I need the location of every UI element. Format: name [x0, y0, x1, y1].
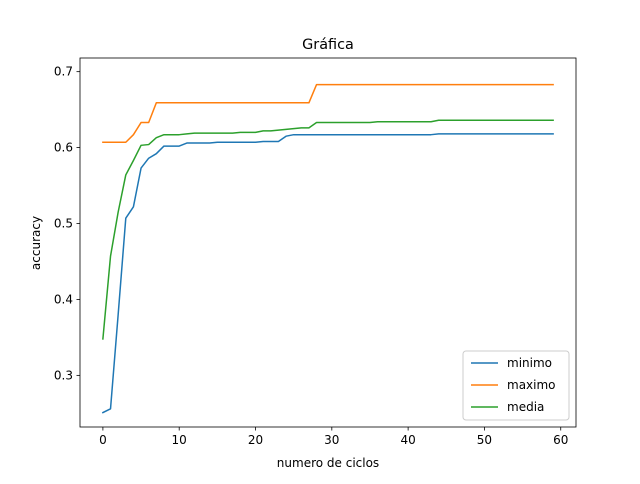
x-tick-label: 0 [99, 433, 107, 447]
y-tick-label: 0.4 [54, 292, 73, 306]
y-tick-label: 0.6 [54, 141, 73, 155]
legend-label-maximo: maximo [507, 378, 556, 392]
series-line-media [102, 119, 554, 340]
x-tick-label: 40 [400, 433, 415, 447]
series-line-minimo [101, 133, 554, 414]
chart-title: Gráfica [302, 37, 354, 53]
x-tick-label: 10 [172, 433, 187, 447]
legend-frame [462, 350, 570, 421]
legend-label-minimo: minimo [507, 356, 552, 370]
x-tick-label: 20 [248, 433, 263, 447]
axes-layer: 0 10 20 30 40 50 60 0.3 0.4 0.5 0.6 0.7 [54, 57, 577, 447]
y-tick-label: 0.5 [54, 217, 73, 231]
legend: minimo maximo media [462, 350, 570, 421]
y-axis-label: accuracy [29, 216, 43, 270]
series-line-maximo [102, 83, 554, 144]
x-tick-label: 50 [477, 433, 492, 447]
legend-label-media: media [507, 400, 544, 414]
x-tick-label: 30 [324, 433, 339, 447]
y-tick-label: 0.7 [54, 65, 73, 79]
x-tick-label: 60 [553, 433, 568, 447]
y-tick-label: 0.3 [54, 368, 73, 382]
series-layer [101, 83, 554, 414]
x-axis-label: numero de ciclos [277, 456, 379, 470]
plot-frame [79, 57, 577, 428]
